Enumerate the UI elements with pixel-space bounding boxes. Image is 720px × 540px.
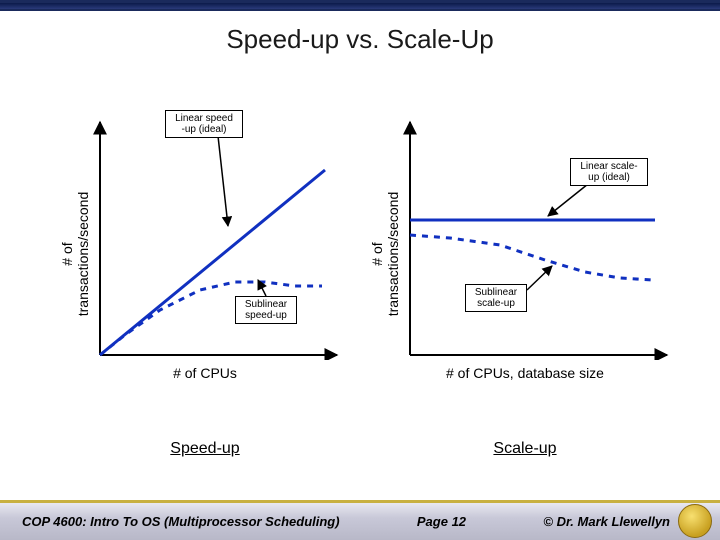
speedup-ylabel: # oftransactions/second xyxy=(59,169,91,339)
scaleup-svg xyxy=(380,110,670,360)
speedup-panel-title: Speed-up xyxy=(70,440,340,458)
footer: COP 4600: Intro To OS (Multiprocessor Sc… xyxy=(0,500,720,540)
footer-course: COP 4600: Intro To OS (Multiprocessor Sc… xyxy=(0,514,340,529)
page-title: Speed-up vs. Scale-Up xyxy=(0,24,720,55)
speedup-svg xyxy=(70,110,340,360)
footer-page: Page 12 xyxy=(340,514,544,529)
speedup-chart: # oftransactions/second Linear speed-up … xyxy=(70,110,340,360)
scaleup-ylabel: # oftransactions/second xyxy=(369,169,401,339)
speedup-xlabel: # of CPUs xyxy=(70,365,340,381)
scaleup-chart: # oftransactions/second Linear scale-up … xyxy=(380,110,670,360)
sublinear-scaleup-label: Sublinearscale-up xyxy=(465,284,527,312)
linear-scaleup-label: Linear scale-up (ideal) xyxy=(570,158,648,186)
seal-icon xyxy=(678,504,712,538)
scaleup-xlabel: # of CPUs, database size xyxy=(380,365,670,381)
linear-speedup-label: Linear speed-up (ideal) xyxy=(165,110,243,138)
second-rule xyxy=(0,9,720,11)
sublinear-speedup-label: Sublinearspeed-up xyxy=(235,296,297,324)
scaleup-panel-title: Scale-up xyxy=(380,440,670,458)
